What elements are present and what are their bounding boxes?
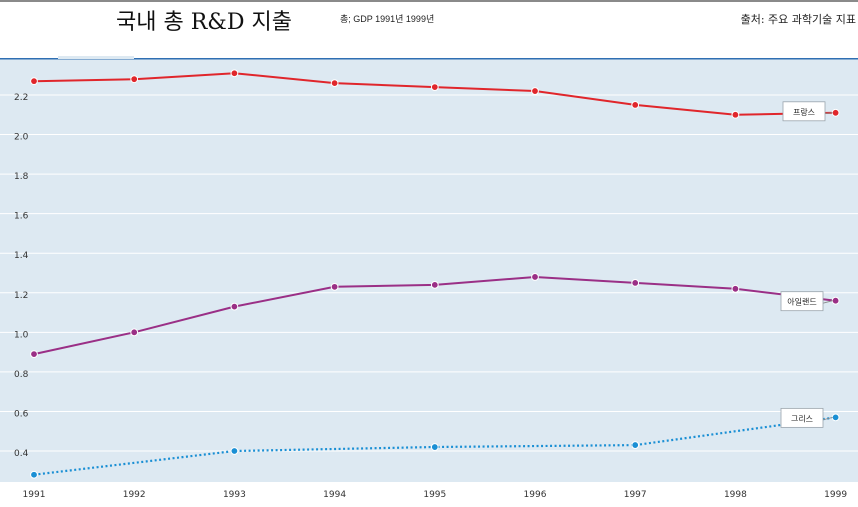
data-point[interactable] [631, 441, 640, 449]
y-tick-label: 1.6 [14, 212, 29, 222]
data-point[interactable] [230, 302, 239, 311]
y-tick-label: 0.6 [14, 409, 29, 419]
y-tick-label: 1.0 [14, 330, 29, 340]
y-tick-label: 1.2 [14, 291, 28, 301]
data-point[interactable] [531, 273, 539, 281]
data-point[interactable] [230, 69, 239, 78]
x-tick-label: 1997 [624, 490, 647, 500]
data-point[interactable] [430, 83, 439, 91]
data-point[interactable] [631, 278, 640, 287]
x-tick-label: 1995 [423, 490, 446, 500]
y-tick-label: 0.8 [14, 370, 29, 380]
x-tick-label: 1991 [23, 490, 46, 500]
x-tick-label: 1999 [824, 490, 847, 500]
x-tick-label: 1993 [223, 490, 246, 500]
x-tick-label: 1992 [123, 490, 146, 500]
data-point[interactable] [731, 110, 740, 119]
data-point[interactable] [330, 282, 339, 291]
data-point[interactable] [831, 108, 840, 117]
plot-top-rule [0, 58, 858, 60]
x-tick-label: 1998 [724, 490, 747, 500]
chart-title: 국내 총 R&D 지출 [116, 10, 292, 35]
y-tick-label: 0.4 [14, 449, 29, 459]
callout-box [782, 101, 826, 122]
data-point[interactable] [230, 447, 239, 455]
callout-leader [824, 112, 833, 114]
data-point[interactable] [330, 79, 339, 88]
x-tick-label: 1994 [323, 490, 346, 500]
data-point[interactable] [631, 100, 640, 109]
series-label: 프랑스 [793, 107, 815, 117]
y-tick-label: 1.4 [14, 251, 29, 261]
data-point[interactable] [130, 75, 139, 84]
y-tick-label: 2.2 [14, 93, 28, 103]
data-point[interactable] [430, 280, 439, 289]
data-point[interactable] [430, 443, 439, 451]
series-label: 그리스 [791, 414, 813, 423]
series-label: 아일랜드 [787, 297, 816, 307]
data-point[interactable] [30, 77, 38, 86]
data-point[interactable] [30, 470, 38, 479]
callout-leader [822, 416, 833, 421]
y-tick-label: 1.8 [14, 172, 29, 182]
x-tick-label: 1996 [524, 490, 547, 500]
data-point[interactable] [731, 284, 740, 293]
y-tick-label: 2.0 [14, 133, 29, 143]
data-point[interactable] [130, 328, 139, 337]
data-point[interactable] [831, 413, 840, 422]
callout-box [780, 291, 824, 312]
source-note: 출처: 주요 과학기술 지표 [740, 13, 856, 26]
callout-leader [822, 300, 833, 304]
data-point[interactable] [831, 296, 840, 305]
data-point[interactable] [30, 350, 38, 358]
chart-subtitle: 총; GDP 1991년 1999년 [340, 14, 435, 24]
callout-box [780, 407, 824, 428]
top-border [0, 0, 858, 2]
plot-background [0, 58, 858, 482]
data-point[interactable] [531, 87, 539, 95]
plot-top-notch [58, 56, 134, 59]
